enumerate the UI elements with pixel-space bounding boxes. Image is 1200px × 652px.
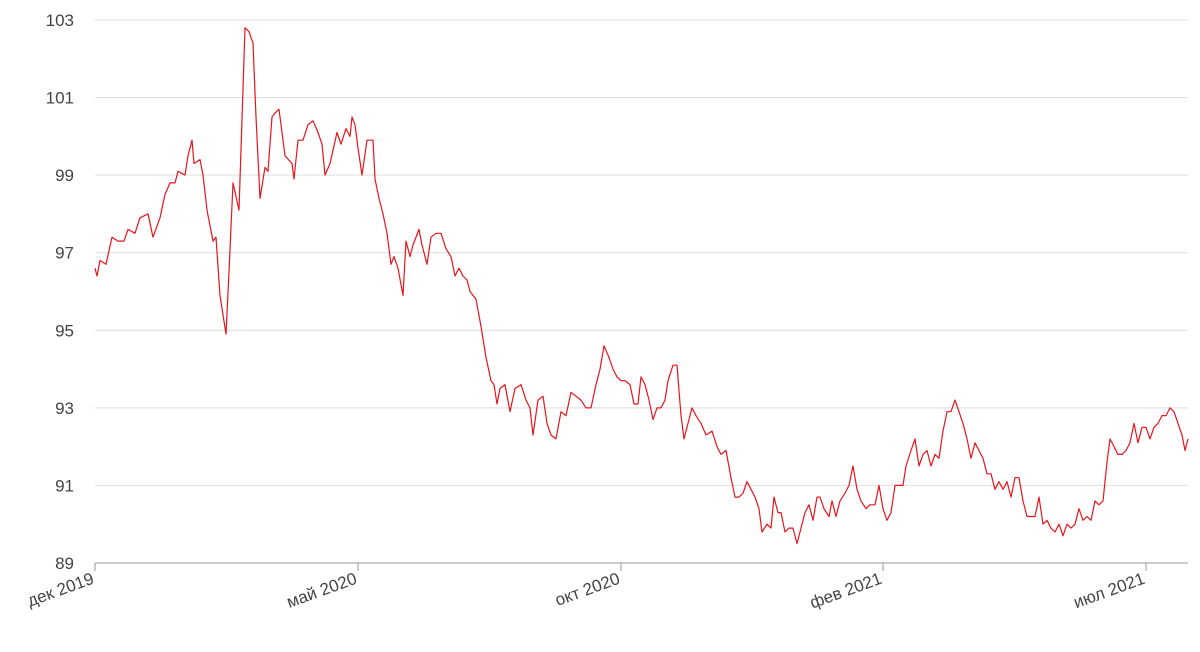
y-tick-label: 99 <box>55 166 74 185</box>
x-tick-label: фев 2021 <box>807 569 884 613</box>
y-tick-label: 91 <box>55 476 74 495</box>
x-tick-label: дек 2019 <box>25 569 97 611</box>
x-tick-label: окт 2020 <box>553 569 623 610</box>
x-tick-label: июл 2021 <box>1071 569 1147 612</box>
y-tick-label: 97 <box>55 244 74 263</box>
x-tick-label: май 2020 <box>284 569 359 612</box>
line-series <box>94 27 1189 545</box>
y-tick-label: 95 <box>55 321 74 340</box>
y-tick-label: 89 <box>55 554 74 573</box>
y-tick-label: 93 <box>55 399 74 418</box>
y-tick-label: 101 <box>46 89 74 108</box>
y-tick-label: 103 <box>46 11 74 30</box>
